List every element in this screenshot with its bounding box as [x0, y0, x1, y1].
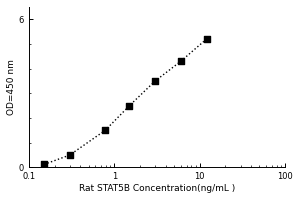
Point	[204, 37, 209, 41]
Point	[127, 104, 132, 107]
Point	[178, 60, 183, 63]
Point	[153, 79, 158, 83]
X-axis label: Rat STAT5B Concentration(ng/mL ): Rat STAT5B Concentration(ng/mL )	[79, 184, 235, 193]
Point	[42, 163, 46, 166]
Point	[67, 153, 72, 157]
Point	[103, 129, 107, 132]
Y-axis label: OD=450 nm: OD=450 nm	[7, 59, 16, 115]
